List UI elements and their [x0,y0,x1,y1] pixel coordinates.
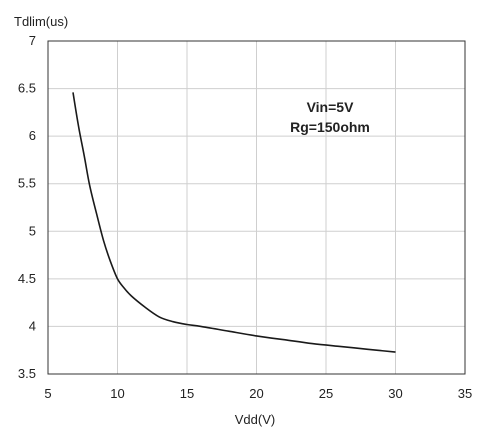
x-tick-label: 5 [44,386,51,401]
y-tick-label: 3.5 [18,366,36,381]
x-tick-label: 35 [458,386,472,401]
x-tick-label: 20 [249,386,263,401]
x-tick-labels: 5 10 15 20 25 30 35 [44,386,472,401]
y-tick-label: 4 [29,318,36,333]
y-tick-label: 6 [29,128,36,143]
plot-frame [47,40,466,375]
y-tick-labels: 3.5 4 4.5 5 5.5 6 6.5 7 [18,33,36,381]
y-tick-label: 5.5 [18,176,36,191]
series-line [72,92,396,353]
annotation-vin: Vin=5V [307,99,354,115]
annotation-rg: Rg=150ohm [290,119,370,135]
grid [48,41,465,374]
x-tick-label: 15 [180,386,194,401]
x-tick-label: 25 [319,386,333,401]
y-tick-label: 4.5 [18,271,36,286]
y-tick-label: 5 [29,223,36,238]
x-tick-label: 10 [110,386,124,401]
y-tick-label: 6.5 [18,81,36,96]
y-tick-label: 7 [29,33,36,48]
y-axis-label: Tdlim(us) [14,14,68,29]
x-axis-label: Vdd(V) [235,412,275,427]
x-tick-label: 30 [388,386,402,401]
